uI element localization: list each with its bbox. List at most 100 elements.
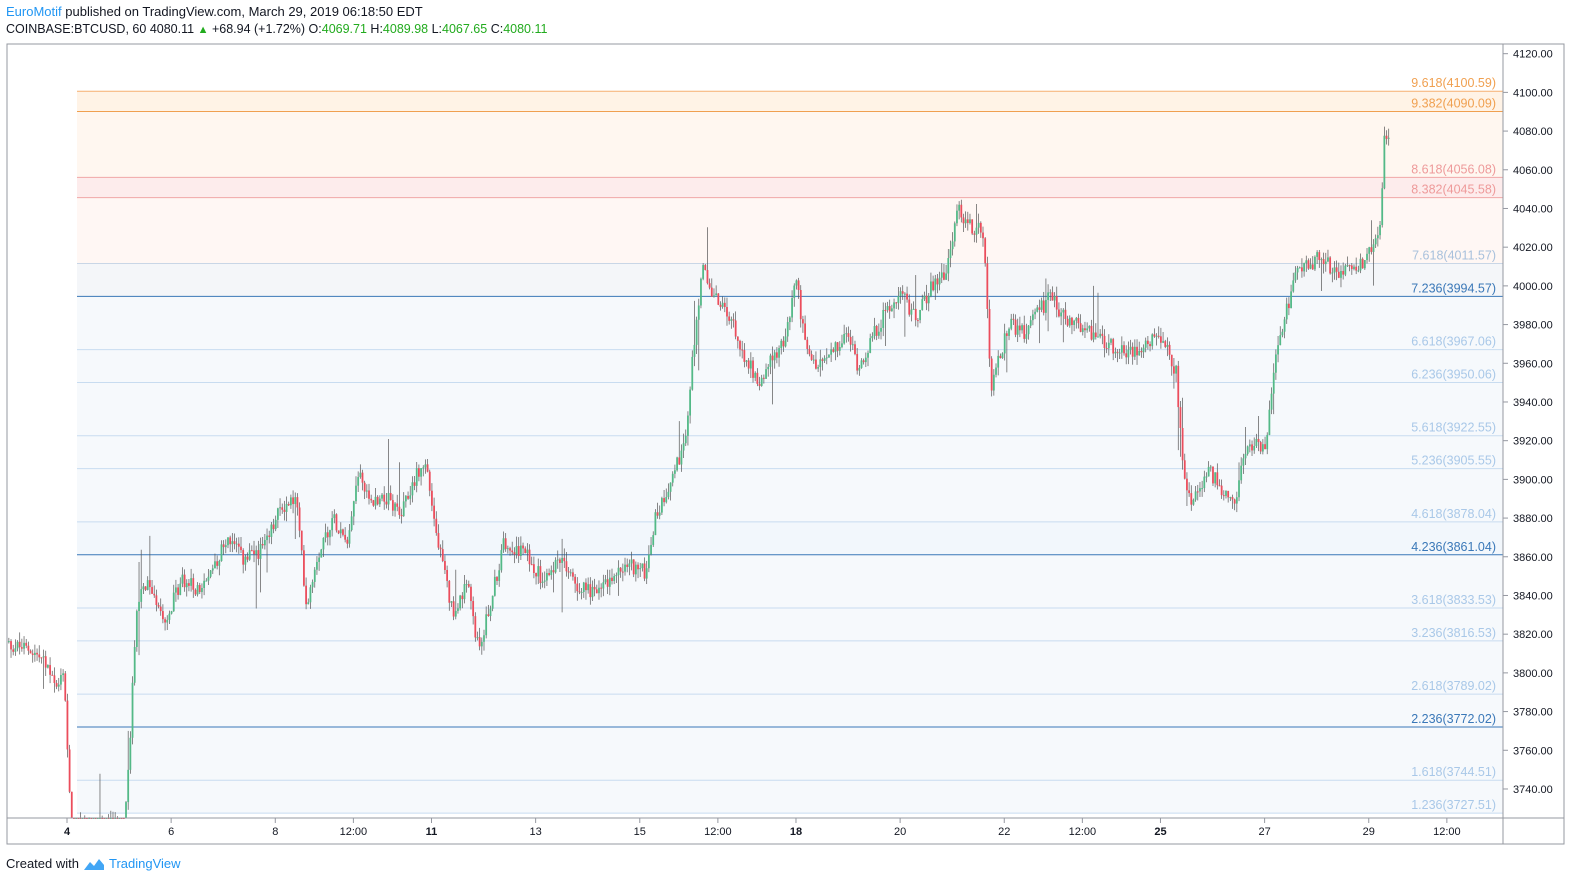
low-value: 4067.65	[442, 22, 488, 36]
candle-body	[524, 548, 527, 554]
candle-body	[804, 323, 806, 340]
candle-body	[1233, 499, 1236, 504]
candle-body	[305, 585, 307, 605]
candle-body	[279, 507, 281, 509]
author-name[interactable]: EuroMotif	[6, 4, 62, 19]
candle-body	[1099, 333, 1102, 337]
y-tick-label: 4020.00	[1513, 242, 1553, 254]
fib-band	[77, 640, 1503, 695]
fib-band	[77, 521, 1503, 555]
candle-body	[168, 613, 171, 620]
candle-body	[337, 530, 340, 534]
candle-body	[713, 295, 715, 297]
candle-body	[687, 415, 689, 436]
candle-body	[175, 587, 177, 593]
candle-body	[1075, 317, 1078, 321]
candle-body	[793, 285, 796, 299]
candle-body	[1316, 252, 1319, 257]
x-tick-label: 8	[272, 826, 278, 838]
candle-body	[1105, 347, 1108, 349]
candle-body	[810, 354, 813, 360]
candle-body	[706, 270, 709, 284]
candle-body	[578, 591, 581, 593]
candle-body	[604, 579, 607, 583]
candle-body	[1355, 266, 1358, 271]
y-tick-label: 3940.00	[1513, 397, 1553, 409]
candle-body	[1290, 291, 1292, 309]
candle-body	[1001, 353, 1004, 359]
candle-body	[1251, 444, 1253, 451]
candle-body	[402, 501, 405, 517]
candle-body	[285, 503, 288, 512]
candle-body	[1311, 264, 1314, 270]
candle-body	[1309, 264, 1312, 269]
fib-level-label: 5.236(3905.55)	[1411, 454, 1496, 468]
x-tick-label: 12:00	[340, 826, 368, 838]
candle-body	[1264, 444, 1266, 450]
candle-body	[307, 602, 310, 605]
candle-body	[877, 331, 880, 336]
candle-body	[135, 611, 138, 648]
candle-body	[723, 302, 726, 308]
candle-body	[10, 641, 12, 650]
candle-body	[956, 210, 958, 224]
candle-body	[511, 550, 514, 553]
fib-band	[77, 263, 1503, 297]
candle-body	[535, 572, 537, 577]
candle-body	[600, 587, 603, 589]
candle-body	[283, 509, 286, 512]
candlestick-series	[7, 126, 1390, 819]
candle-body	[339, 529, 342, 534]
candle-body	[1257, 438, 1260, 443]
candle-body	[463, 584, 466, 600]
candle-body	[348, 530, 351, 544]
candle-body	[700, 278, 702, 306]
candle-body	[335, 514, 338, 531]
candle-body	[161, 611, 164, 620]
candle-body	[290, 497, 292, 506]
candle-body	[606, 579, 609, 587]
fibonacci-extension[interactable]: 9.618(4100.59) 9.382(4090.09) 8.618(4056.0…	[77, 76, 1503, 814]
candle-body	[895, 302, 898, 304]
candle-body	[678, 457, 681, 465]
fib-level-label: 3.618(3833.53)	[1411, 593, 1496, 607]
candle-body	[1370, 247, 1373, 252]
fib-band	[77, 554, 1503, 608]
candle-body	[1179, 407, 1182, 428]
candle-body	[550, 570, 553, 576]
candle-body	[1314, 256, 1316, 270]
candle-body	[257, 550, 260, 559]
candle-body	[311, 581, 314, 588]
candle-body	[1092, 332, 1095, 340]
candle-body	[749, 360, 752, 369]
candle-body	[1366, 253, 1368, 261]
candle-body	[1036, 307, 1039, 312]
candle-body	[1199, 488, 1201, 492]
candle-body	[361, 472, 364, 483]
candle-body	[925, 295, 928, 304]
candle-body	[214, 561, 216, 569]
candle-body	[756, 372, 759, 384]
candle-body	[1088, 325, 1091, 329]
candle-body	[431, 490, 433, 506]
candle-body	[849, 336, 852, 345]
candle-body	[376, 496, 379, 505]
candle-body	[667, 491, 670, 498]
candle-body	[710, 287, 713, 297]
candle-body	[381, 494, 383, 499]
x-tick-label: 22	[998, 826, 1010, 838]
candle-body	[825, 357, 828, 359]
candle-body	[179, 583, 182, 595]
x-tick-label: 25	[1154, 826, 1166, 838]
candle-body	[945, 273, 948, 280]
fib-level-label: 9.618(4100.59)	[1411, 76, 1496, 90]
candle-body	[138, 601, 140, 612]
candle-body	[391, 500, 394, 511]
candle-body	[784, 336, 787, 347]
candle-body	[242, 550, 245, 565]
candle-body	[16, 641, 19, 649]
candle-body	[1337, 271, 1340, 278]
candle-body	[474, 616, 477, 638]
tradingview-brand[interactable]: TradingView	[108, 856, 181, 871]
